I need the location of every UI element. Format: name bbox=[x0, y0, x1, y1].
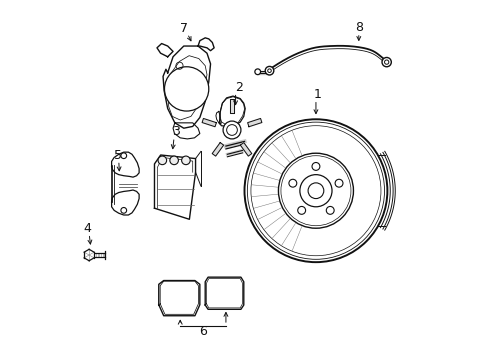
Polygon shape bbox=[229, 99, 234, 113]
Circle shape bbox=[158, 156, 166, 165]
Circle shape bbox=[334, 179, 342, 187]
Circle shape bbox=[307, 183, 323, 199]
Text: 8: 8 bbox=[354, 21, 362, 34]
Text: 1: 1 bbox=[313, 89, 321, 102]
Circle shape bbox=[244, 119, 386, 262]
Circle shape bbox=[121, 207, 126, 213]
Circle shape bbox=[311, 162, 319, 170]
Text: 7: 7 bbox=[180, 22, 187, 35]
Circle shape bbox=[278, 153, 353, 228]
Text: 4: 4 bbox=[83, 222, 91, 235]
Polygon shape bbox=[202, 118, 216, 127]
Text: 2: 2 bbox=[235, 81, 243, 94]
Text: 5: 5 bbox=[114, 149, 122, 162]
Circle shape bbox=[121, 153, 126, 158]
Circle shape bbox=[264, 66, 273, 75]
Circle shape bbox=[381, 58, 390, 67]
Circle shape bbox=[223, 121, 241, 139]
Polygon shape bbox=[247, 118, 262, 127]
Circle shape bbox=[288, 179, 296, 187]
Polygon shape bbox=[240, 143, 251, 156]
Circle shape bbox=[181, 156, 190, 165]
Text: 3: 3 bbox=[172, 125, 180, 138]
Circle shape bbox=[254, 69, 260, 75]
Circle shape bbox=[325, 206, 333, 214]
Circle shape bbox=[226, 125, 237, 135]
Circle shape bbox=[169, 156, 178, 165]
Text: 6: 6 bbox=[199, 325, 206, 338]
Circle shape bbox=[164, 67, 208, 111]
Circle shape bbox=[297, 206, 305, 214]
Polygon shape bbox=[212, 143, 223, 156]
Circle shape bbox=[299, 175, 331, 207]
